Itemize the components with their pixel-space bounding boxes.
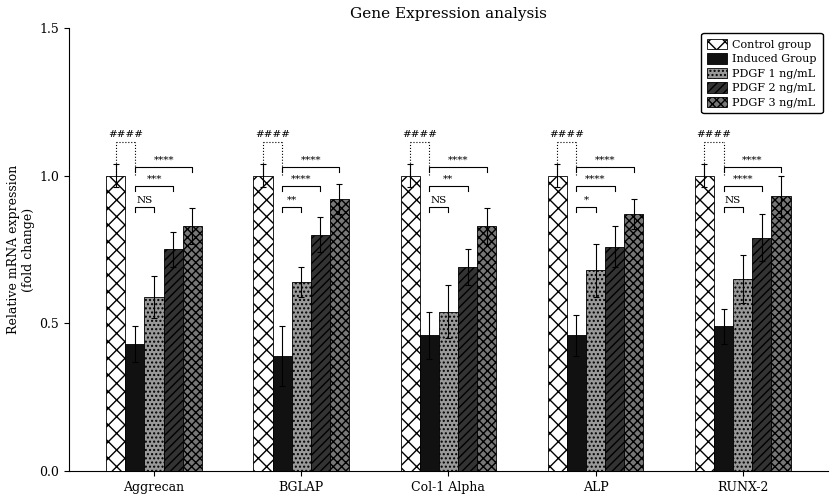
Text: **: ** [286,196,296,205]
Text: ****: **** [448,156,468,165]
Text: ****: **** [595,156,615,165]
Text: ****: **** [301,156,321,165]
Legend: Control group, Induced Group, PDGF 1 ng/mL, PDGF 2 ng/mL, PDGF 3 ng/mL: Control group, Induced Group, PDGF 1 ng/… [701,33,822,113]
Bar [625,214,644,471]
Text: ****: **** [585,175,605,184]
Bar [695,175,714,471]
Text: ####: #### [402,130,438,139]
Bar [291,282,311,471]
Text: ****: **** [291,175,311,184]
Text: ****: **** [742,156,762,165]
Bar [586,270,605,471]
Text: NS: NS [136,196,153,205]
Title: Gene Expression analysis: Gene Expression analysis [350,7,547,21]
Text: ####: #### [255,130,290,139]
Bar [752,237,772,471]
Text: *: * [584,196,589,205]
Bar [477,226,496,471]
Bar [458,267,477,471]
Text: ****: **** [154,156,174,165]
Bar [311,234,330,471]
Y-axis label: Relative mRNA expression
(fold change): Relative mRNA expression (fold change) [7,165,35,334]
Text: NS: NS [725,196,741,205]
Bar [183,226,202,471]
Text: **: ** [443,175,453,184]
Bar [253,175,272,471]
Bar [567,335,586,471]
Bar [439,312,458,471]
Bar [548,175,567,471]
Text: ####: #### [549,130,584,139]
Bar [106,175,125,471]
Text: ***: *** [146,175,162,184]
Text: ####: #### [696,130,731,139]
Bar [164,249,183,471]
Bar [144,297,164,471]
Bar [605,246,625,471]
Bar [420,335,439,471]
Bar [772,196,791,471]
Bar [272,356,291,471]
Bar [125,344,144,471]
Bar [401,175,420,471]
Bar [733,279,752,471]
Text: ####: #### [108,130,143,139]
Text: NS: NS [431,196,447,205]
Bar [330,199,349,471]
Text: ****: **** [732,175,753,184]
Bar [714,327,733,471]
